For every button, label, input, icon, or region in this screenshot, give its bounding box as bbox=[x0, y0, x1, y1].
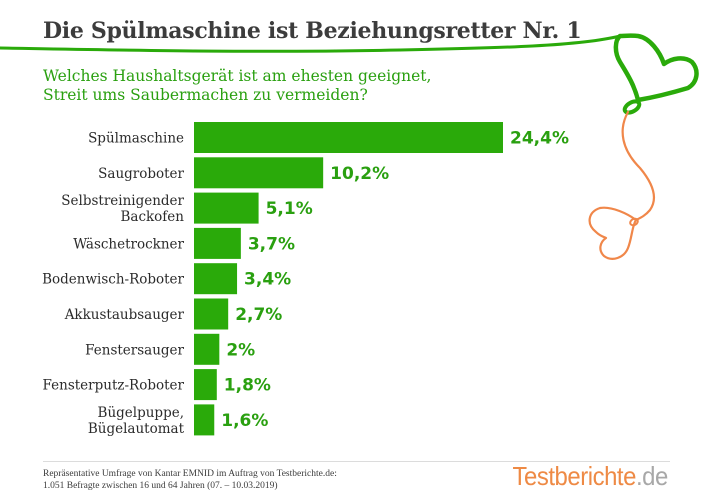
value-label: 5,1% bbox=[266, 199, 313, 219]
bar bbox=[194, 192, 259, 224]
source-note: Repräsentative Umfrage von Kantar EMNID … bbox=[43, 468, 337, 492]
footer-divider bbox=[43, 461, 670, 462]
bar bbox=[194, 122, 503, 153]
bar bbox=[194, 404, 215, 436]
category-label: Spülmaschine bbox=[88, 131, 184, 147]
green-heart-knot bbox=[622, 99, 642, 115]
green-heart-icon bbox=[613, 33, 699, 103]
bar bbox=[194, 369, 217, 401]
brand-suffix: .de bbox=[636, 461, 668, 491]
category-label: Fenstersauger bbox=[85, 342, 184, 358]
category-label: Wäschetrockner bbox=[73, 236, 184, 252]
value-label: 10,2% bbox=[330, 164, 389, 184]
value-label: 1,6% bbox=[221, 411, 268, 431]
green-underline bbox=[0, 34, 622, 53]
category-label: Bodenwisch-Roboter bbox=[42, 272, 184, 288]
bar bbox=[194, 157, 324, 189]
value-label: 2% bbox=[226, 340, 255, 360]
bar bbox=[194, 227, 241, 259]
category-label: Fensterputz-Roboter bbox=[43, 378, 185, 394]
orange-heart-knot bbox=[629, 217, 639, 227]
category-label: Bügelautomat bbox=[88, 421, 185, 437]
value-label: 3,4% bbox=[244, 270, 291, 290]
category-label: Akkustaubsauger bbox=[64, 307, 185, 323]
category-label: Backofen bbox=[120, 209, 184, 225]
bar bbox=[194, 298, 229, 330]
category-label: Saugroboter bbox=[98, 166, 184, 182]
brand-main: Testberichte bbox=[512, 461, 637, 491]
bar bbox=[194, 333, 220, 365]
orange-string bbox=[621, 110, 655, 222]
category-label: Selbstreinigender bbox=[61, 193, 184, 209]
orange-heart-icon bbox=[588, 206, 638, 260]
value-label: 24,4% bbox=[510, 129, 569, 149]
value-label: 1,8% bbox=[224, 376, 271, 396]
brand-logo: Testberichte.de bbox=[512, 461, 669, 492]
page-title: Die Spülmaschine ist Beziehungsretter Nr… bbox=[43, 18, 582, 44]
subtitle-line-1: Welches Haushaltsgerät ist am ehesten ge… bbox=[43, 67, 432, 85]
category-label: Bügelpuppe, bbox=[98, 405, 184, 421]
chart-subtitle: Welches Haushaltsgerät ist am ehesten ge… bbox=[43, 67, 431, 105]
subtitle-line-2: Streit ums Saubermachen zu vermeiden? bbox=[43, 86, 368, 104]
value-label: 3,7% bbox=[248, 234, 295, 254]
value-label: 2,7% bbox=[235, 305, 282, 325]
bar bbox=[194, 263, 238, 295]
source-line-1: Repräsentative Umfrage von Kantar EMNID … bbox=[43, 469, 337, 479]
source-line-2: 1.051 Befragte zwischen 16 und 64 Jahren… bbox=[43, 481, 278, 491]
